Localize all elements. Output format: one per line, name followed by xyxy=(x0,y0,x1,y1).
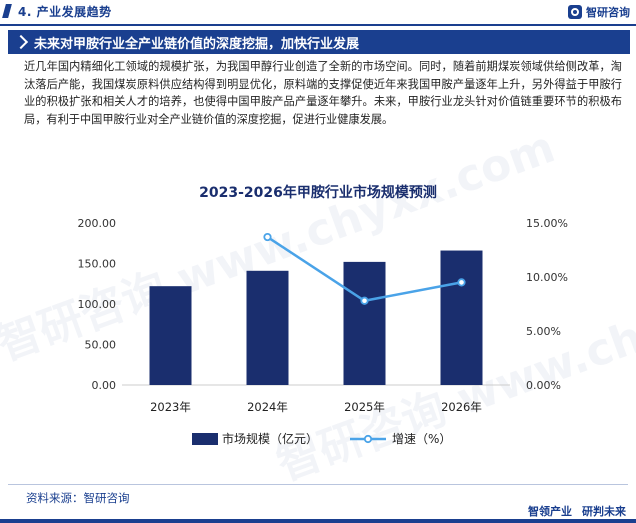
growth-point xyxy=(360,296,369,305)
y-left-tick-label: 100.00 xyxy=(78,298,117,311)
brand-logo-icon xyxy=(568,5,582,19)
bottom-stripe xyxy=(0,519,636,523)
growth-point xyxy=(263,232,272,242)
headline-banner: 未来对甲胺行业全产业链价值的深度挖掘，加快行业发展 xyxy=(8,30,630,54)
bar-2024年 xyxy=(246,270,289,385)
y-right-tick-label: 10.00% xyxy=(526,271,568,284)
chart-svg: 2023-2026年甲胺行业市场规模预测 0.00 50.00 100.00 150.0… xyxy=(78,184,568,446)
legend-line-marker xyxy=(363,434,373,444)
section-marker-icon xyxy=(2,4,12,18)
y-left-tick-label: 0.00 xyxy=(92,379,117,392)
legend-bar-label: 市场规模（亿元） xyxy=(222,431,318,446)
x-tick-label: 2023年 xyxy=(150,400,191,414)
section-label: 4. 产业发展趋势 xyxy=(18,4,112,19)
chart-title: 2023-2026年甲胺行业市场规模预测 xyxy=(199,184,437,201)
body-paragraph: 近几年国内精细化工领域的规模扩张，为我国甲醇行业创造了全新的市场空间。同时，随着… xyxy=(24,60,622,126)
y-right-tick-label: 5.00% xyxy=(526,325,561,338)
footer-brand-left: 智领产业 xyxy=(528,505,572,518)
y-left-tick-label: 50.00 xyxy=(85,339,117,352)
source-note: 资料来源：智研咨询 xyxy=(26,491,130,505)
top-bar: 4. 产业发展趋势 智研咨询 xyxy=(0,0,636,26)
brand: 智研咨询 xyxy=(568,3,630,21)
footer-brand: 智领产业 研判未来 xyxy=(528,503,626,519)
y-right-tick-label: 15.00% xyxy=(526,217,568,230)
growth-point xyxy=(457,278,466,287)
bar-2026年 xyxy=(440,250,483,385)
y-right-tick-label: 0.00% xyxy=(526,379,561,392)
legend-bar-swatch xyxy=(192,433,218,445)
y-left-tick-label: 200.00 xyxy=(78,217,117,230)
bar-2023年 xyxy=(149,286,192,385)
footer-divider xyxy=(8,484,628,485)
x-tick-label: 2026年 xyxy=(441,400,482,414)
footer-brand-right: 研判未来 xyxy=(582,505,626,518)
legend-line-label: 增速（%） xyxy=(392,432,451,446)
chevron-right-icon xyxy=(14,30,28,54)
brand-name: 智研咨询 xyxy=(586,6,630,19)
x-tick-label: 2025年 xyxy=(344,400,385,414)
bar-2025年 xyxy=(343,261,386,385)
chart: 2023-2026年甲胺行业市场规模预测 0.00 50.00 100.00 150.0… xyxy=(0,170,636,470)
y-left-tick-label: 150.00 xyxy=(78,258,117,271)
headline-title: 未来对甲胺行业全产业链价值的深度挖掘，加快行业发展 xyxy=(34,36,360,52)
x-tick-label: 2024年 xyxy=(247,400,288,414)
section-tag: 4. 产业发展趋势 xyxy=(0,0,112,22)
